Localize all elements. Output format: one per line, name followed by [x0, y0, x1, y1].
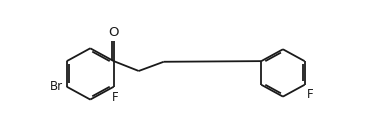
- Text: O: O: [109, 26, 119, 39]
- Text: Br: Br: [50, 80, 63, 93]
- Text: F: F: [112, 91, 119, 104]
- Text: F: F: [307, 88, 314, 101]
